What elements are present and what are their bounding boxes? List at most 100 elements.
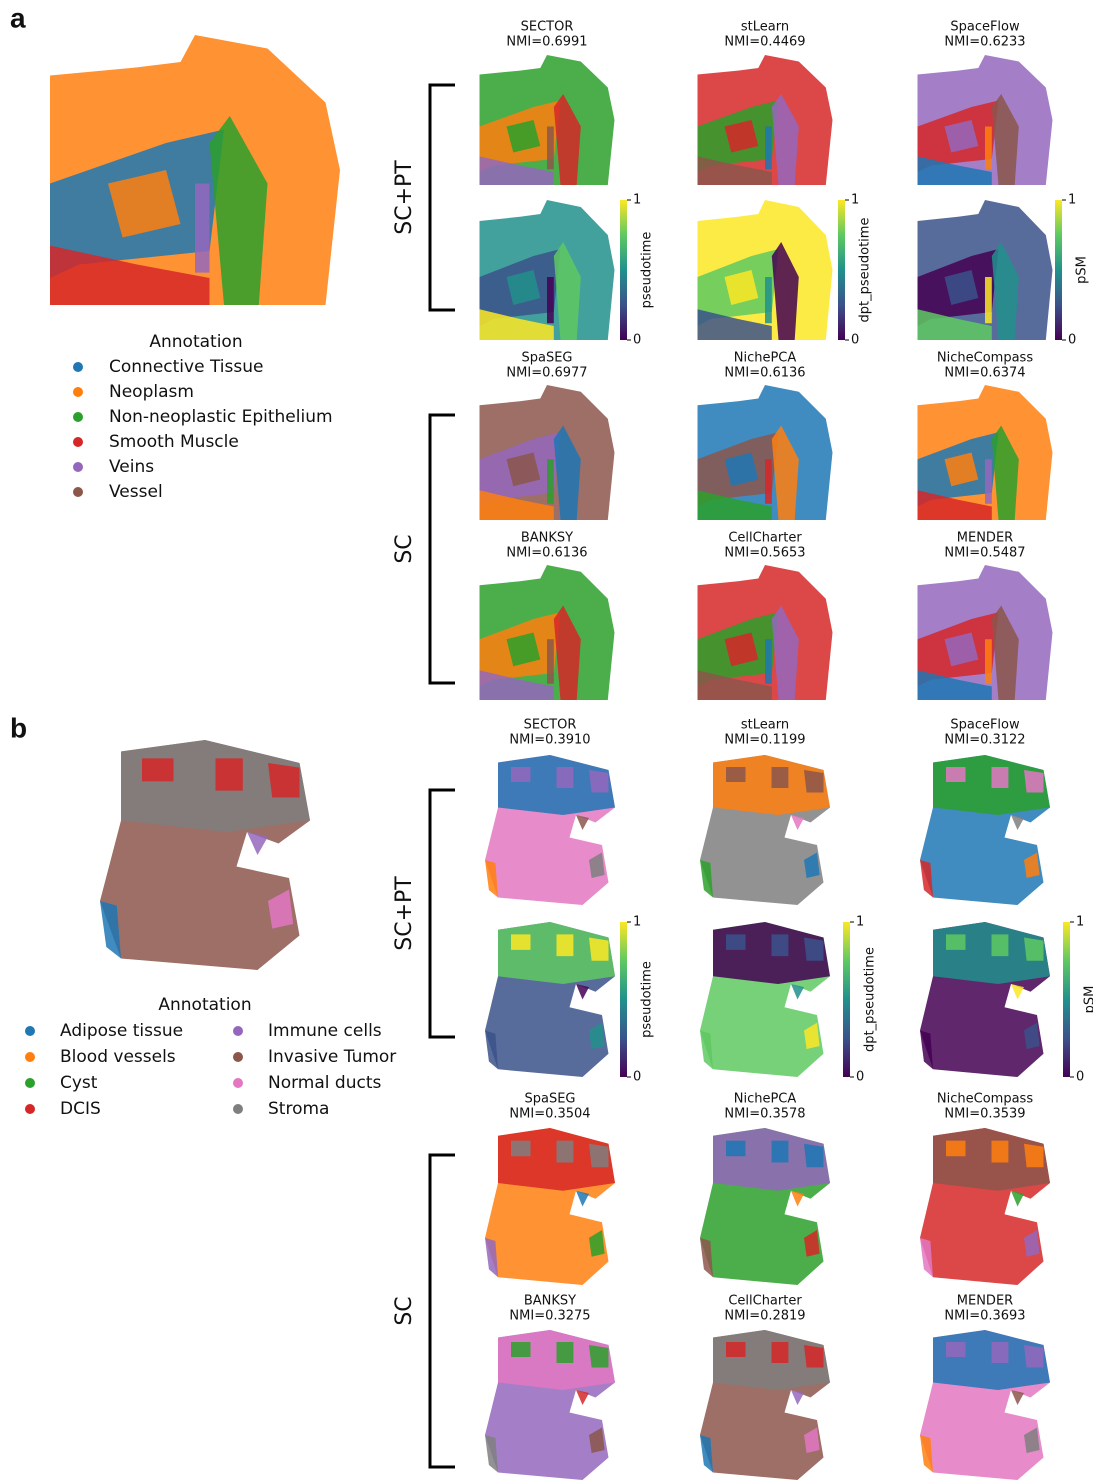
tissue-region: [511, 934, 531, 950]
legend-label: Blood vessels: [60, 1047, 176, 1067]
tissue-region: [511, 1342, 531, 1357]
group-bracket: [430, 415, 455, 683]
method-score: NMI=0.5487: [944, 546, 1025, 561]
tissue-map: [485, 755, 615, 905]
tissue-region: [772, 934, 789, 956]
legend-label: Neoplasm: [109, 382, 194, 402]
method-title: NicheCompass: [937, 1092, 1033, 1107]
tissue-region: [985, 639, 992, 684]
tissue-map: [700, 1128, 830, 1285]
colorbar: [1055, 200, 1062, 340]
tissue-region: [765, 127, 772, 170]
tissue-region: [589, 938, 609, 961]
legend-marker: [73, 362, 83, 372]
panel-label: b: [10, 712, 27, 743]
legend-label: Invasive Tumor: [268, 1047, 396, 1067]
colorbar-tick-label: 0: [633, 1070, 641, 1085]
tissue-region: [804, 1144, 824, 1168]
colorbar-tick-label: 0: [1068, 333, 1076, 348]
colorbar-label: dpt_pseudotime: [858, 218, 873, 323]
colorbar: [1063, 922, 1070, 1077]
method-title: SpaSEG: [521, 351, 572, 366]
legend-marker: [233, 1026, 243, 1036]
legend-marker: [73, 437, 83, 447]
tissue-map: [100, 740, 310, 970]
method-title: SECTOR: [521, 20, 574, 35]
tissue-map: [700, 1330, 830, 1480]
method-title: CellCharter: [728, 531, 802, 546]
colorbar-tick-label: 1: [1068, 193, 1076, 208]
tissue-map: [920, 1330, 1050, 1480]
method-score: NMI=0.1199: [724, 733, 805, 748]
legend-label: DCIS: [60, 1099, 101, 1119]
tissue-map: [485, 922, 615, 1077]
legend-label: Veins: [109, 457, 154, 477]
tissue-region: [946, 767, 966, 782]
tissue-region: [216, 758, 243, 790]
tissue-region: [142, 758, 174, 781]
tissue-map: [700, 922, 830, 1077]
colorbar-tick-label: 1: [856, 915, 864, 930]
panel-label: a: [10, 2, 26, 33]
tissue-region: [195, 184, 210, 273]
legend-label: Stroma: [268, 1099, 329, 1119]
tissue-map: [480, 55, 615, 185]
legend-title: Annotation: [149, 332, 242, 352]
tissue-map: [918, 200, 1053, 340]
tissue-region: [946, 1141, 966, 1157]
tissue-region: [726, 1342, 746, 1357]
legend-marker: [25, 1026, 35, 1036]
tissue-region: [547, 639, 554, 684]
method-title: SpaceFlow: [950, 20, 1020, 35]
figure: aAnnotationConnective TissueNeoplasmNon-…: [0, 0, 1093, 1481]
tissue-region: [992, 934, 1009, 956]
tissue-region: [1024, 938, 1044, 961]
tissue-region: [772, 1342, 789, 1363]
legend-label: Smooth Muscle: [109, 432, 239, 452]
colorbar-tick-label: 0: [856, 1070, 864, 1085]
tissue-region: [547, 127, 554, 170]
legend-marker: [233, 1052, 243, 1062]
method-score: NMI=0.3275: [509, 1309, 590, 1324]
method-title: MENDER: [957, 1294, 1013, 1309]
colorbar-tick-label: 0: [851, 333, 859, 348]
method-score: NMI=0.6136: [724, 366, 805, 381]
tissue-region: [804, 770, 824, 793]
method-score: NMI=0.6991: [506, 35, 587, 50]
tissue-region: [589, 770, 609, 793]
tissue-map: [698, 200, 833, 340]
colorbar-label: pSM: [1075, 256, 1090, 284]
tissue-region: [985, 459, 992, 504]
method-score: NMI=0.3910: [509, 733, 590, 748]
colorbar-tick-label: 0: [1076, 1070, 1084, 1085]
tissue-region: [726, 1141, 746, 1157]
tissue-region: [511, 1141, 531, 1157]
group-label: SC+PT: [392, 876, 417, 951]
method-score: NMI=0.3693: [944, 1309, 1025, 1324]
legend-marker: [25, 1052, 35, 1062]
tissue-region: [557, 1342, 574, 1363]
method-score: NMI=0.3504: [509, 1107, 590, 1122]
method-title: SpaSEG: [524, 1092, 575, 1107]
tissue-map: [480, 200, 615, 340]
tissue-map: [698, 565, 833, 700]
legend-marker: [25, 1104, 35, 1114]
method-score: NMI=0.6136: [506, 546, 587, 561]
colorbar: [620, 200, 627, 340]
legend-marker: [233, 1104, 243, 1114]
method-title: CellCharter: [728, 1294, 802, 1309]
tissue-map: [920, 922, 1050, 1077]
legend-label: Cyst: [60, 1073, 98, 1093]
tissue-map: [918, 55, 1053, 185]
method-title: SECTOR: [524, 718, 577, 733]
colorbar: [843, 922, 850, 1077]
method-score: NMI=0.6233: [944, 35, 1025, 50]
legend-title: Annotation: [158, 995, 251, 1015]
colorbar-tick-label: 1: [851, 193, 859, 208]
tissue-region: [946, 934, 966, 950]
legend-label: Non-neoplastic Epithelium: [109, 407, 333, 427]
tissue-region: [726, 934, 746, 950]
group-bracket: [430, 1155, 455, 1467]
method-score: NMI=0.5653: [724, 546, 805, 561]
tissue-map: [698, 55, 833, 185]
